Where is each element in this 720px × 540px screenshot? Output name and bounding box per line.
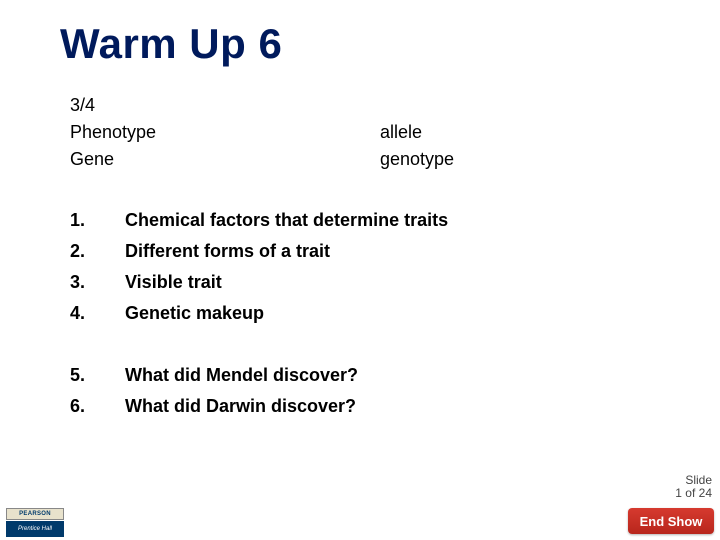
list-item: 6. What did Darwin discover? bbox=[70, 396, 358, 417]
pearson-logo: PEARSON bbox=[6, 508, 64, 520]
prentice-hall-logo: Prentice Hall bbox=[6, 521, 64, 537]
definitions-list: 1. Chemical factors that determine trait… bbox=[70, 210, 448, 334]
terms-block: 3/4 Phenotype allele Gene genotype bbox=[70, 95, 630, 176]
term-row: 3/4 bbox=[70, 95, 630, 116]
list-number: 4. bbox=[70, 303, 125, 324]
list-number: 3. bbox=[70, 272, 125, 293]
term-left: Gene bbox=[70, 149, 380, 170]
list-number: 5. bbox=[70, 365, 125, 386]
footer: PEARSON Prentice Hall End Show bbox=[0, 504, 720, 540]
list-text: What did Mendel discover? bbox=[125, 365, 358, 386]
list-number: 2. bbox=[70, 241, 125, 262]
end-show-button[interactable]: End Show bbox=[628, 508, 714, 534]
list-item: 2. Different forms of a trait bbox=[70, 241, 448, 262]
counter-line2: 1 of 24 bbox=[675, 487, 712, 500]
counter-line1: Slide bbox=[675, 474, 712, 487]
list-text: Chemical factors that determine traits bbox=[125, 210, 448, 231]
term-row: Gene genotype bbox=[70, 149, 630, 170]
list-text: Visible trait bbox=[125, 272, 222, 293]
term-left: 3/4 bbox=[70, 95, 380, 116]
slide-counter: Slide 1 of 24 bbox=[675, 474, 712, 500]
questions-list: 5. What did Mendel discover? 6. What did… bbox=[70, 365, 358, 427]
slide: Warm Up 6 3/4 Phenotype allele Gene geno… bbox=[0, 0, 720, 540]
term-left: Phenotype bbox=[70, 122, 380, 143]
list-text: Different forms of a trait bbox=[125, 241, 330, 262]
slide-title: Warm Up 6 bbox=[60, 20, 282, 68]
list-item: 4. Genetic makeup bbox=[70, 303, 448, 324]
list-text: Genetic makeup bbox=[125, 303, 264, 324]
list-text: What did Darwin discover? bbox=[125, 396, 356, 417]
term-right: allele bbox=[380, 122, 422, 143]
term-row: Phenotype allele bbox=[70, 122, 630, 143]
list-item: 3. Visible trait bbox=[70, 272, 448, 293]
list-item: 1. Chemical factors that determine trait… bbox=[70, 210, 448, 231]
list-number: 1. bbox=[70, 210, 125, 231]
term-right: genotype bbox=[380, 149, 454, 170]
list-number: 6. bbox=[70, 396, 125, 417]
list-item: 5. What did Mendel discover? bbox=[70, 365, 358, 386]
publisher-logo: PEARSON Prentice Hall bbox=[6, 508, 64, 537]
